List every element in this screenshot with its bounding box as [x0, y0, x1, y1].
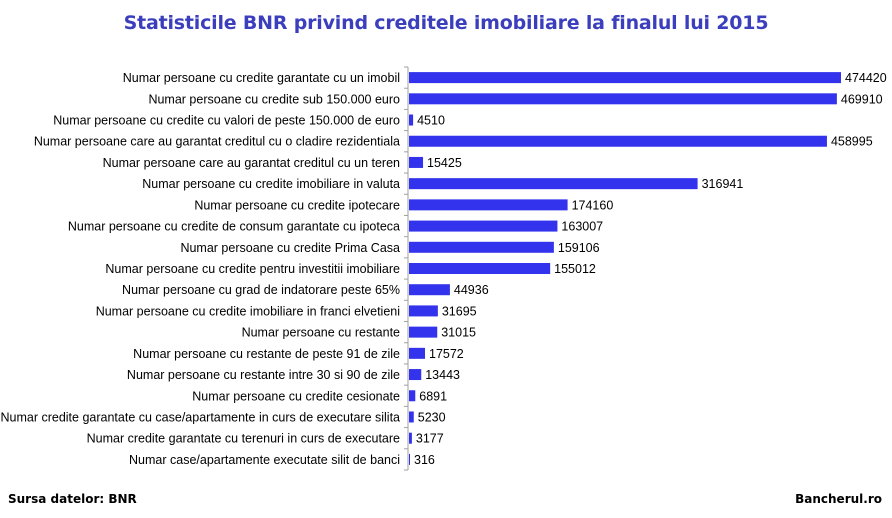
value-label: 15425: [427, 156, 462, 170]
bar: [409, 432, 412, 444]
bar: [409, 135, 827, 147]
value-label: 174160: [572, 198, 614, 212]
category-label: Numar credite garantate cu case/apartame…: [0, 410, 400, 424]
bar: [409, 305, 438, 317]
bar: [409, 326, 438, 338]
category-label: Numar persoane cu credite sub 150.000 eu…: [148, 92, 400, 106]
value-label: 474420: [845, 71, 887, 85]
category-label: Numar persoane cu grad de indatorare pes…: [122, 283, 400, 297]
bar: [409, 411, 414, 423]
category-label: Numar credite garantate cu terenuri in c…: [87, 432, 400, 446]
category-label: Numar persoane cu credite ipotecare: [194, 198, 400, 212]
category-label: Numar persoane care au garantat creditul…: [34, 135, 400, 149]
bar: [409, 72, 841, 84]
category-label: Numar persoane cu credite cu valori de p…: [53, 114, 400, 128]
bar: [409, 453, 410, 465]
bar: [409, 263, 551, 274]
category-label: Numar persoane cu credite pentru investi…: [105, 262, 400, 276]
category-label: Numar persoane cu credite Prima Casa: [180, 241, 400, 255]
bar: [409, 178, 698, 190]
bar: [409, 156, 424, 168]
value-label: 469910: [841, 92, 883, 106]
brand-note: Bancherul.ro: [795, 492, 882, 506]
axis-ticks: [404, 66, 408, 471]
bar: [409, 347, 426, 359]
category-label: Numar persoane cu credite cesionate: [192, 389, 400, 403]
value-label: 3177: [416, 432, 444, 446]
bar: [409, 114, 414, 126]
chart-title: Statisticile BNR privind creditele imobi…: [123, 12, 769, 34]
value-label: 17572: [429, 347, 464, 361]
value-label: 316: [414, 453, 435, 467]
value-label: 5230: [418, 410, 446, 424]
value-label: 155012: [554, 262, 596, 276]
value-label: 31695: [442, 304, 477, 318]
category-label: Numar persoane cu credite imobiliare in …: [96, 304, 400, 318]
value-label: 316941: [702, 177, 744, 191]
category-label: Numar persoane cu credite garantate cu u…: [123, 71, 400, 85]
value-label: 4510: [417, 114, 445, 128]
category-label: Numar persoane care au garantat creditul…: [103, 156, 400, 170]
category-label: Numar persoane cu restante de peste 91 d…: [133, 347, 400, 361]
source-note: Sursa datelor: BNR: [8, 492, 137, 506]
bar: [409, 284, 450, 296]
value-label: 31015: [441, 326, 476, 340]
bar: [409, 220, 558, 232]
bar: [409, 199, 568, 211]
bar: [409, 241, 554, 253]
value-label: 159106: [558, 241, 600, 255]
bar: [409, 93, 837, 105]
category-label: Numar case/apartamente executate silit d…: [129, 453, 400, 467]
category-label: Numar persoane cu restante intre 30 si 9…: [127, 368, 400, 382]
value-label: 458995: [831, 135, 873, 149]
category-label: Numar persoane cu restante: [242, 326, 400, 340]
value-label: 44936: [454, 283, 489, 297]
bars-layer: [409, 72, 841, 465]
value-labels: 474420 469910 4510 458995 15425 316941 174160 1…: [414, 71, 887, 467]
category-labels: Numar persoane cu credite garantate cu u…: [0, 71, 400, 467]
bar: [409, 369, 422, 381]
value-label: 13443: [425, 368, 460, 382]
bar: [409, 390, 416, 402]
category-label: Numar persoane cu credite imobiliare in …: [142, 177, 400, 191]
value-label: 6891: [419, 389, 447, 403]
value-label: 163007: [561, 220, 603, 234]
category-label: Numar persoane cu credite de consum gara…: [68, 220, 400, 234]
